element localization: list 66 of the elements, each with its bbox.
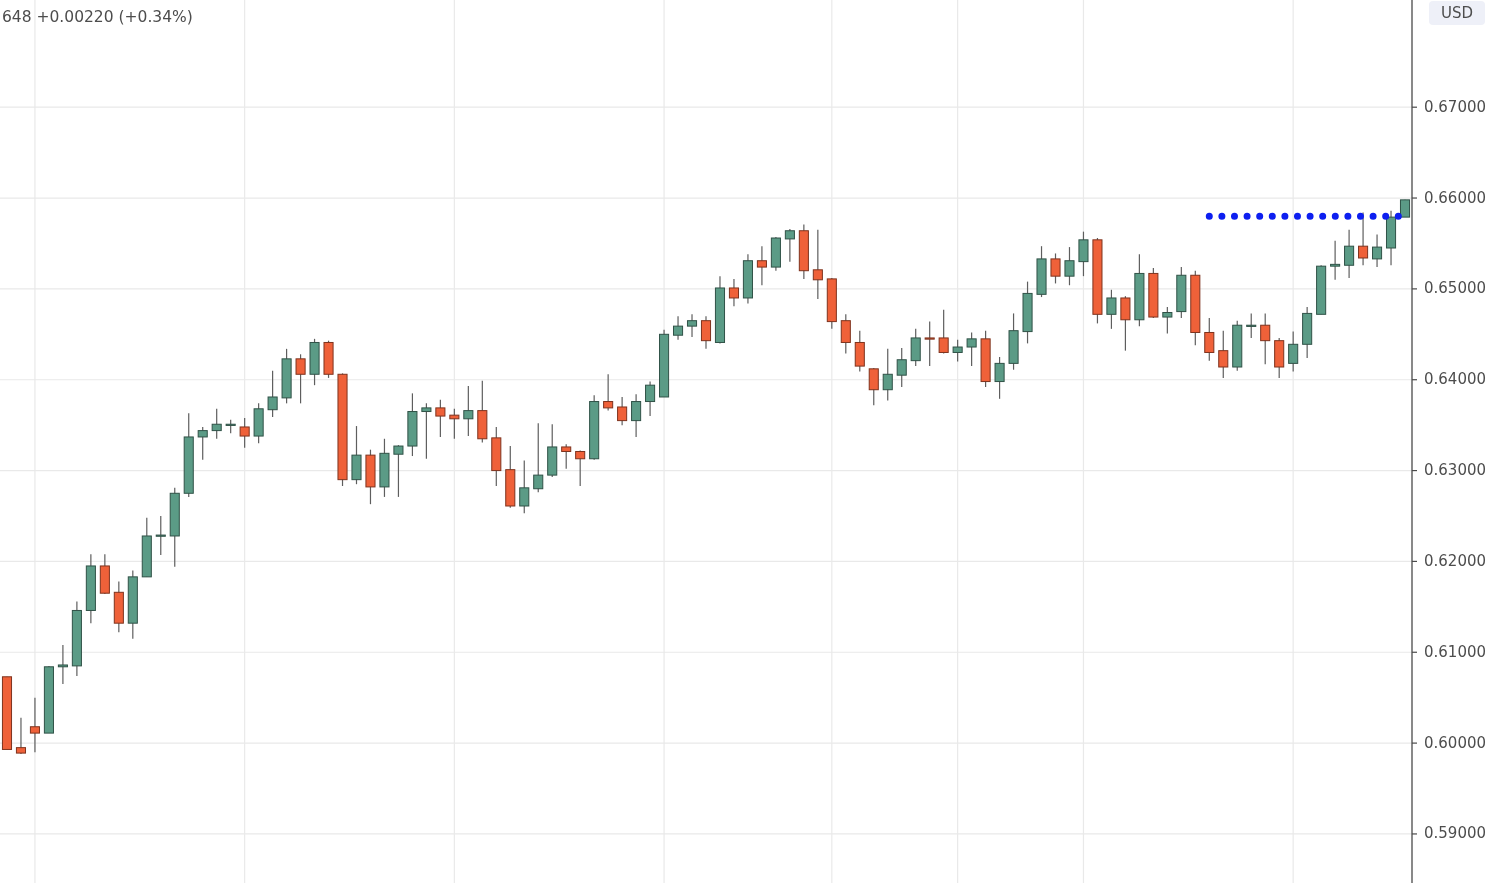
candlestick xyxy=(561,443,572,470)
candlestick xyxy=(966,331,977,367)
candlestick xyxy=(938,309,949,354)
candlestick xyxy=(924,320,935,367)
candlestick xyxy=(631,393,642,438)
candlestick xyxy=(29,697,40,753)
candlestick xyxy=(435,399,446,438)
candlestick xyxy=(57,644,68,685)
candlestick xyxy=(645,380,656,417)
candlestick xyxy=(868,367,879,406)
candlestick xyxy=(155,515,166,556)
candlestick xyxy=(784,228,795,263)
candlestick xyxy=(840,313,851,354)
candlestick xyxy=(700,315,712,350)
candlestick xyxy=(533,422,544,493)
candlestick xyxy=(1330,240,1341,281)
candlestick xyxy=(1064,246,1075,286)
candlestick xyxy=(603,373,614,412)
candlestick xyxy=(463,385,474,437)
candlestick xyxy=(1078,231,1089,277)
candlestick xyxy=(421,402,432,460)
candlestick xyxy=(854,330,865,373)
candlestick xyxy=(393,444,404,498)
y-tick-label: 0.64000 xyxy=(1424,370,1487,389)
annotation: 648 +0.00220 (+0.34%) xyxy=(2,7,193,26)
candlestick xyxy=(211,408,222,440)
candlestick xyxy=(686,313,698,338)
candlestick xyxy=(1372,233,1383,268)
candlestick xyxy=(239,417,250,449)
candlestick xyxy=(1218,330,1229,379)
y-tick-label: 0.67000 xyxy=(1424,97,1487,116)
candlestick xyxy=(882,348,893,402)
candlestick xyxy=(449,408,460,440)
candlestick xyxy=(952,339,963,363)
candlestick xyxy=(728,278,739,307)
candlestick xyxy=(1260,312,1271,365)
candlestick xyxy=(575,449,586,487)
y-tick-label: 0.60000 xyxy=(1424,733,1487,752)
candlestick xyxy=(673,315,684,341)
candlestick xyxy=(1246,312,1257,339)
candlestick xyxy=(1204,317,1215,362)
candlestick xyxy=(519,459,530,514)
candlestick xyxy=(1288,330,1299,373)
candlestick xyxy=(295,353,306,404)
candlestick xyxy=(1344,229,1355,279)
candlestick xyxy=(812,229,823,300)
candlestick xyxy=(994,356,1005,400)
candlestick xyxy=(896,347,907,388)
candlestick xyxy=(267,370,278,418)
candlestick xyxy=(1162,306,1173,334)
candlestick xyxy=(1106,289,1117,330)
y-tick-label: 0.59000 xyxy=(1424,824,1487,843)
y-tick-label: 0.65000 xyxy=(1424,279,1487,298)
candlestick xyxy=(756,245,767,286)
y-tick-label: 0.63000 xyxy=(1424,461,1487,480)
candlestick xyxy=(1120,295,1131,352)
candlestick xyxy=(1050,252,1061,285)
candlestick xyxy=(910,328,921,367)
candlestick xyxy=(1358,211,1369,266)
y-axis-title: USD xyxy=(1440,3,1474,22)
y-tick-label: 0.61000 xyxy=(1424,642,1487,661)
y-tick-label: 0.66000 xyxy=(1424,188,1487,207)
y-tick-label: 0.62000 xyxy=(1424,551,1487,570)
candlestick xyxy=(197,426,208,461)
candlestick xyxy=(15,717,27,755)
candlestick xyxy=(617,396,628,426)
